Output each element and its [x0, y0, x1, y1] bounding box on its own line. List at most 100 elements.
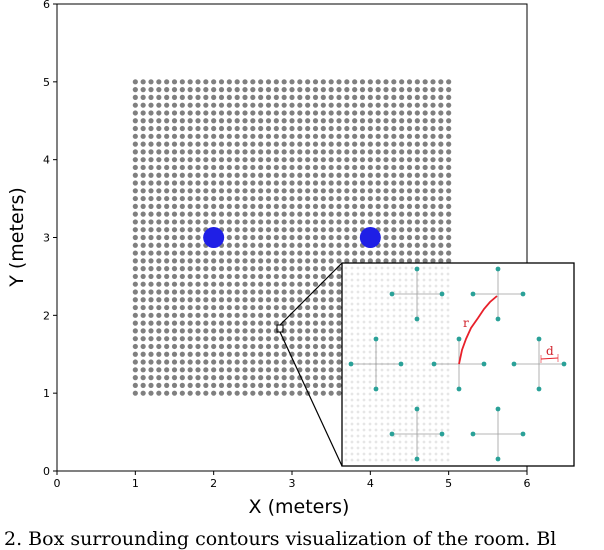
grid-point	[352, 219, 358, 225]
inset-faint-point	[422, 404, 426, 408]
grid-point	[164, 336, 170, 342]
inset-faint-point	[398, 416, 402, 420]
grid-point	[132, 118, 138, 124]
inset-faint-point	[410, 392, 414, 396]
grid-point	[422, 110, 428, 116]
grid-point	[289, 273, 295, 280]
zoom-line-bottom	[279, 331, 343, 467]
cross-endpoint	[439, 291, 445, 297]
grid-point	[422, 102, 428, 108]
inset-faint-point	[362, 446, 366, 450]
inset-faint-point	[368, 320, 372, 324]
grid-point	[414, 164, 420, 171]
grid-point	[156, 157, 162, 163]
grid-point	[281, 242, 287, 248]
inset-faint-point	[398, 314, 402, 318]
grid-point	[438, 250, 444, 256]
grid-point	[226, 266, 232, 272]
inset-faint-point	[434, 344, 438, 348]
grid-point	[250, 382, 256, 388]
inset-faint-point	[356, 422, 360, 426]
inset-faint-point	[404, 356, 408, 360]
grid-point	[422, 172, 428, 178]
grid-point	[305, 343, 311, 350]
inset-faint-point	[416, 392, 420, 396]
grid-point	[273, 141, 279, 147]
inset-faint-point	[434, 458, 438, 462]
grid-point	[140, 141, 146, 147]
grid-point	[289, 297, 295, 303]
grid-point	[446, 79, 452, 85]
inset-faint-point	[356, 386, 360, 390]
grid-point	[289, 320, 295, 326]
grid-point	[297, 273, 303, 280]
grid-point	[336, 304, 342, 311]
grid-point	[328, 250, 334, 256]
grid-point	[359, 195, 366, 202]
grid-point	[328, 336, 334, 342]
inset-faint-point	[410, 380, 414, 384]
inset-faint-point	[368, 314, 372, 318]
grid-point	[281, 164, 287, 171]
grid-point	[156, 164, 162, 171]
grid-point	[258, 304, 264, 311]
grid-point	[328, 390, 334, 396]
grid-point	[195, 133, 201, 139]
inset-faint-point	[440, 338, 444, 342]
cross-endpoint	[348, 361, 354, 367]
grid-point	[344, 149, 350, 155]
grid-point	[195, 258, 201, 264]
grid-point	[164, 297, 170, 303]
grid-point	[234, 336, 240, 342]
grid-point	[195, 102, 201, 108]
grid-point	[250, 79, 256, 85]
grid-point	[265, 203, 272, 209]
grid-point	[148, 157, 154, 163]
grid-point	[195, 188, 201, 194]
grid-point	[148, 297, 154, 303]
grid-point	[273, 102, 279, 108]
grid-point	[234, 242, 240, 248]
grid-point	[218, 188, 225, 194]
grid-point	[273, 304, 279, 311]
grid-point	[399, 195, 405, 202]
inset-faint-point	[350, 326, 354, 330]
grid-point	[367, 118, 373, 124]
cross-endpoint	[414, 406, 420, 412]
cross-endpoint	[414, 266, 420, 272]
grid-point	[414, 94, 420, 100]
inset-faint-point	[446, 458, 450, 462]
grid-point	[352, 211, 358, 217]
inset-faint-point	[344, 278, 348, 282]
inset-faint-point	[440, 344, 444, 348]
inset-faint-point	[374, 404, 378, 408]
grid-point	[359, 79, 366, 85]
grid-point	[203, 351, 209, 357]
grid-point	[422, 149, 428, 155]
inset-faint-point	[410, 422, 414, 426]
grid-point	[132, 227, 138, 233]
zoom-line-top	[279, 262, 343, 326]
grid-point	[265, 149, 272, 155]
grid-point	[140, 367, 146, 373]
grid-point	[297, 281, 303, 287]
grid-point	[320, 211, 326, 217]
grid-point	[399, 180, 405, 186]
grid-point	[211, 118, 217, 124]
grid-point	[297, 149, 303, 155]
inset-faint-point	[380, 392, 384, 396]
inset-faint-point	[422, 422, 426, 426]
inset-faint-point	[392, 374, 396, 378]
inset-faint-point	[428, 416, 432, 420]
grid-point	[187, 359, 193, 365]
inset-faint-point	[440, 320, 444, 324]
grid-point	[132, 219, 138, 225]
grid-point	[234, 164, 240, 171]
grid-point	[430, 172, 436, 178]
grid-point	[281, 94, 287, 100]
grid-point	[250, 118, 256, 124]
grid-point	[148, 180, 154, 186]
grid-point	[164, 266, 170, 272]
grid-point	[258, 87, 264, 93]
grid-point	[250, 125, 256, 132]
